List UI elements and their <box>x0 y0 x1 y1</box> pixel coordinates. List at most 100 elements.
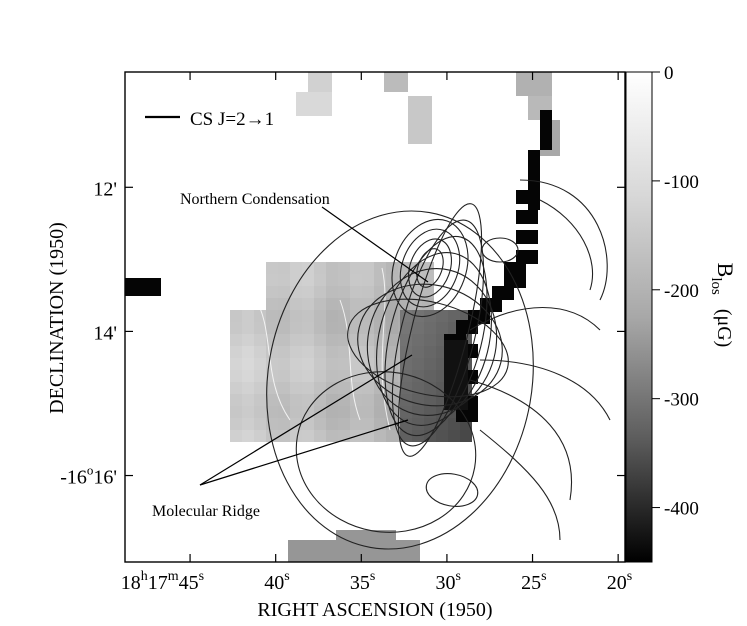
colorbar-tick-label: -200 <box>664 281 699 302</box>
field-cell <box>326 334 338 346</box>
field-cell <box>338 334 350 346</box>
field-cell-black <box>516 190 538 204</box>
field-cell <box>290 262 302 274</box>
field-cell <box>350 262 362 274</box>
field-cell <box>242 370 254 382</box>
field-patch <box>408 96 432 144</box>
field-cell <box>302 286 314 298</box>
field-patch <box>516 72 552 96</box>
contour-east <box>479 429 561 541</box>
field-cell <box>290 274 302 286</box>
field-cell-dark-grey <box>424 370 436 382</box>
field-patch <box>288 540 336 562</box>
field-cell <box>338 358 350 370</box>
annotations <box>199 206 429 486</box>
field-cell <box>338 346 350 358</box>
y-axis: 12' 14' -16o16' <box>60 178 625 489</box>
colorbar-tick-label: -100 <box>664 172 699 193</box>
field-cell <box>386 262 398 274</box>
field-cell <box>374 418 386 430</box>
field-cell <box>290 334 302 346</box>
field-cell <box>362 286 374 298</box>
field-cell <box>422 286 434 298</box>
field-cell <box>314 382 326 394</box>
ridge-pointer-2 <box>199 419 409 486</box>
contour-ridge <box>397 203 483 457</box>
field-cell <box>290 406 302 418</box>
field-cell <box>374 394 386 406</box>
field-cell <box>290 286 302 298</box>
field-cell <box>362 346 374 358</box>
contour-east <box>519 179 608 301</box>
contour-ridge <box>375 252 493 426</box>
field-cell <box>362 322 374 334</box>
field-cell <box>326 382 338 394</box>
field-cell <box>374 406 386 418</box>
field-cell-dark-grey <box>436 322 448 334</box>
field-cell <box>326 394 338 406</box>
field-cell <box>242 382 254 394</box>
field-cell <box>254 430 266 442</box>
field-cell <box>302 382 314 394</box>
field-cell <box>254 334 266 346</box>
field-cell <box>374 430 386 442</box>
field-cell-dark-grey <box>424 406 436 418</box>
field-patch <box>384 72 408 92</box>
field-cell <box>230 370 242 382</box>
colorbar-title-sub: los <box>708 277 724 295</box>
field-cell <box>290 394 302 406</box>
field-cell <box>326 346 338 358</box>
field-cell <box>362 298 374 310</box>
field-cell-dark-grey <box>460 430 472 442</box>
x-tick-label: 25s <box>521 569 546 594</box>
field-cell <box>302 274 314 286</box>
field-cell <box>278 370 290 382</box>
field-cell <box>302 334 314 346</box>
field-cell <box>254 370 266 382</box>
contour-northern <box>408 238 452 298</box>
field-cell <box>290 382 302 394</box>
field-cell <box>278 346 290 358</box>
northern-condensation-pointer <box>321 206 429 283</box>
field-cell <box>350 370 362 382</box>
field-cell <box>350 298 362 310</box>
field-cell <box>230 394 242 406</box>
field-cell <box>350 346 362 358</box>
contour-small <box>425 473 479 507</box>
field-cell <box>278 382 290 394</box>
colorbar-ticks: 0 -100 -200 -300 -400 <box>652 63 699 520</box>
field-cell-dark-grey <box>412 358 424 370</box>
field-cell <box>302 394 314 406</box>
colorbar <box>625 71 653 563</box>
field-cell <box>278 262 290 274</box>
field-cell <box>350 334 362 346</box>
field-cell <box>290 310 302 322</box>
field-cell <box>254 406 266 418</box>
field-cell <box>266 286 278 298</box>
contour-east <box>539 199 594 291</box>
field-cell <box>242 394 254 406</box>
field-cell <box>254 418 266 430</box>
field-cell <box>326 274 338 286</box>
field-cell-dark-grey <box>412 322 424 334</box>
contour-northern <box>399 228 461 308</box>
x-tick-label: 40s <box>264 569 289 594</box>
northern-condensation-label: Northern Condensation <box>180 191 330 208</box>
field-cell-dark-grey <box>412 346 424 358</box>
field-cell <box>326 262 338 274</box>
field-cell <box>242 418 254 430</box>
contour-outer <box>266 210 534 550</box>
field-cell <box>326 310 338 322</box>
field-cell-dark-grey <box>436 310 448 322</box>
field-cell <box>326 370 338 382</box>
field-cell <box>302 310 314 322</box>
field-cell <box>290 298 302 310</box>
field-cell-dark-grey <box>424 322 436 334</box>
field-cell <box>374 262 386 274</box>
field-cell <box>242 334 254 346</box>
field-cell-dark-grey <box>424 358 436 370</box>
field-cell <box>254 322 266 334</box>
x-axis: 18h17m45s 40s 35s 30s 25s 20s <box>121 72 632 594</box>
plot-frame <box>124 71 626 563</box>
field-cell <box>338 298 350 310</box>
